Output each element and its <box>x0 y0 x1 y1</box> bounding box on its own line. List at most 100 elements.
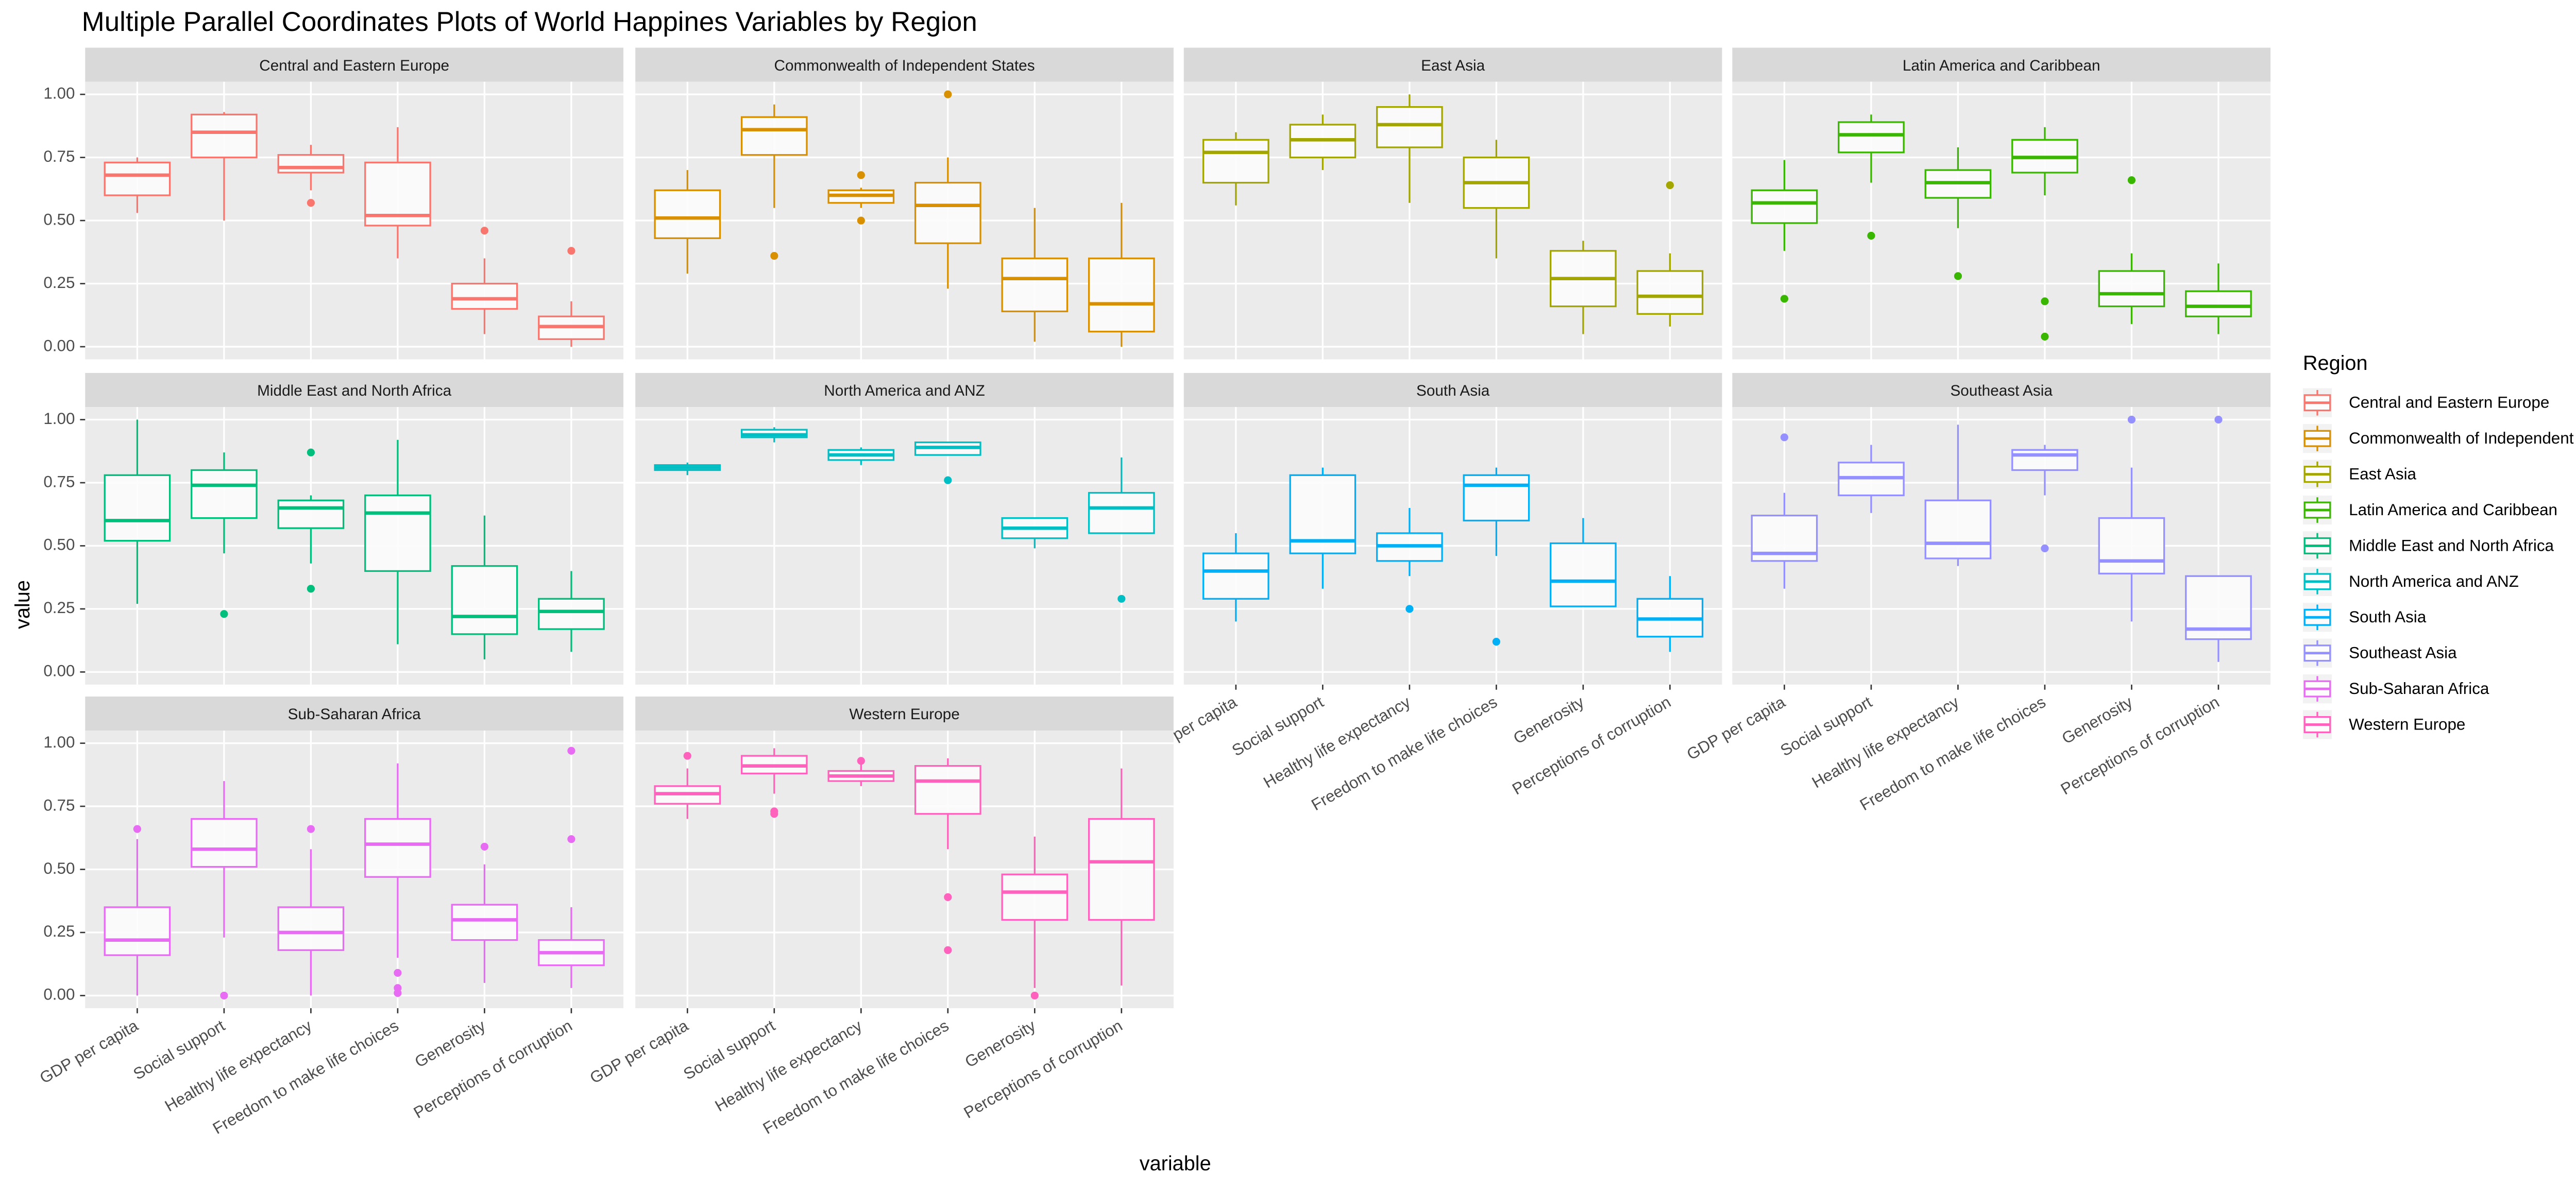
outlier <box>2041 297 2049 306</box>
strip-label: Southeast Asia <box>1950 382 2053 399</box>
legend-label: Southeast Asia <box>2349 644 2457 662</box>
x-axis-title: variable <box>1140 1152 1211 1175</box>
strip <box>635 372 1174 408</box>
y-tick-label: 0.50 <box>43 859 75 877</box>
box <box>1376 106 1443 148</box>
box <box>1202 139 1269 184</box>
outlier <box>1030 991 1039 1000</box>
outlier <box>2214 415 2223 424</box>
strip-label: South Asia <box>1416 382 1490 399</box>
outlier <box>307 585 315 593</box>
outlier <box>480 842 489 851</box>
y-tick-label: 0.75 <box>43 472 75 490</box>
outlier <box>2127 176 2136 184</box>
box <box>191 818 258 868</box>
outlier <box>2127 415 2136 424</box>
strip-label: East Asia <box>1421 57 1485 74</box>
box <box>451 282 518 310</box>
legend-label: Central and Eastern Europe <box>2349 394 2549 412</box>
box <box>104 161 171 196</box>
legend-label: Latin America and Caribbean <box>2349 501 2557 519</box>
outlier <box>770 810 778 818</box>
box <box>2098 517 2165 574</box>
outlier <box>394 969 402 977</box>
box <box>2185 290 2252 317</box>
outlier <box>1780 295 1789 303</box>
legend-label: Commonwealth of Independent States <box>2349 429 2576 447</box>
box <box>1088 257 1155 333</box>
outlier <box>307 199 315 207</box>
strip-label: North America and ANZ <box>824 382 985 399</box>
outlier <box>944 946 952 954</box>
legend-label: East Asia <box>2349 465 2416 483</box>
outlier <box>857 171 865 179</box>
strip <box>1732 372 2271 408</box>
outlier <box>944 90 952 98</box>
outlier <box>1405 605 1414 613</box>
outlier <box>1867 231 1875 240</box>
outlier <box>944 893 952 901</box>
box <box>1088 818 1155 921</box>
box <box>740 116 808 156</box>
box <box>1838 121 1905 154</box>
outlier <box>1492 637 1500 646</box>
outlier <box>683 752 691 760</box>
box <box>104 474 171 542</box>
box <box>277 499 345 529</box>
outlier <box>944 476 952 484</box>
y-tick-label: 1.00 <box>43 84 75 102</box>
y-tick-label: 0.75 <box>43 796 75 814</box>
box <box>654 189 721 240</box>
outlier <box>1954 272 1962 280</box>
y-tick-label: 0.50 <box>43 536 75 554</box>
box <box>1088 491 1155 534</box>
strip <box>635 47 1174 82</box>
outlier <box>1780 433 1789 442</box>
strip <box>1183 372 1722 408</box>
outlier <box>2041 544 2049 552</box>
box <box>191 469 258 519</box>
strip-label: Sub-Saharan Africa <box>288 706 421 723</box>
box <box>1550 542 1617 607</box>
y-axis-title: value <box>11 580 34 629</box>
outlier <box>567 835 575 843</box>
outlier <box>220 991 228 1000</box>
outlier <box>480 227 489 235</box>
y-tick-label: 0.25 <box>43 599 75 617</box>
y-tick-label: 0.75 <box>43 147 75 165</box>
outlier <box>1666 181 1674 190</box>
strip-label: Western Europe <box>849 706 959 723</box>
box <box>277 906 345 951</box>
box <box>1636 270 1704 315</box>
box <box>451 565 518 635</box>
strip-label: Middle East and North Africa <box>257 382 452 399</box>
y-tick-label: 0.25 <box>43 274 75 292</box>
box <box>364 818 431 878</box>
box <box>1463 474 1530 522</box>
outlier <box>857 216 865 225</box>
y-tick-label: 0.25 <box>43 922 75 940</box>
y-tick-label: 1.00 <box>43 733 75 751</box>
legend-title: Region <box>2303 352 2368 375</box>
box <box>191 113 258 159</box>
outlier <box>307 448 315 456</box>
box <box>914 181 981 244</box>
legend-label: South Asia <box>2349 608 2427 626</box>
outlier <box>220 610 228 618</box>
strip-label: Central and Eastern Europe <box>259 57 449 74</box>
y-tick-label: 0.00 <box>43 336 75 354</box>
legend-label: Sub-Saharan Africa <box>2349 680 2489 698</box>
box <box>277 154 345 174</box>
y-tick-label: 1.00 <box>43 410 75 428</box>
outlier <box>307 825 315 833</box>
legend-label: Western Europe <box>2349 715 2465 733</box>
strip <box>635 696 1174 731</box>
outlier <box>770 252 778 260</box>
box <box>1924 499 1992 559</box>
box <box>1001 873 1069 921</box>
strip <box>1732 47 2271 82</box>
strip <box>1183 47 1722 82</box>
box <box>451 904 518 941</box>
box <box>2011 449 2078 471</box>
